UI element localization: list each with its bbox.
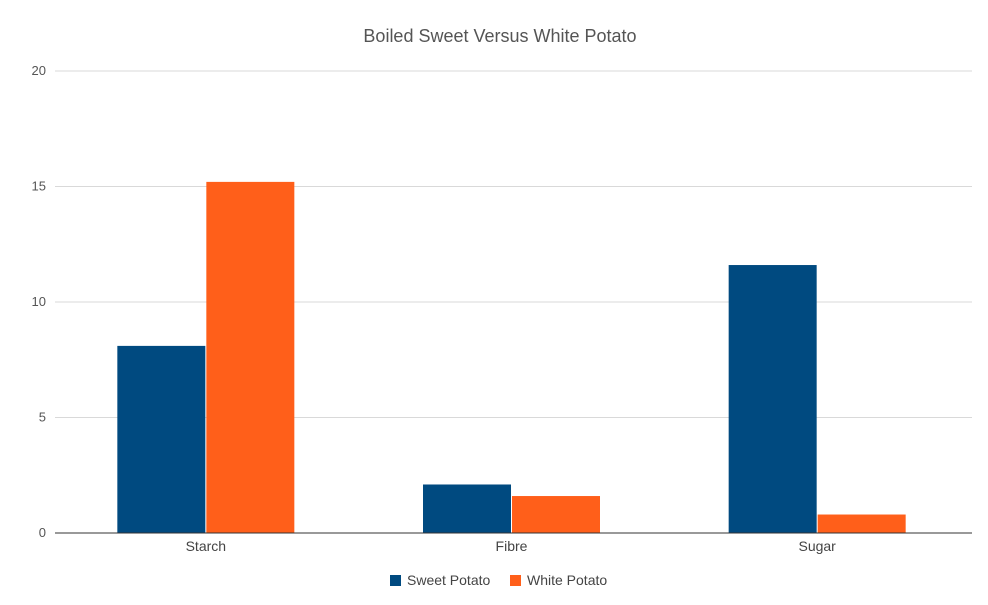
legend-label: Sweet Potato [407, 572, 490, 588]
legend-swatch [510, 575, 521, 586]
chart-title: Boiled Sweet Versus White Potato [363, 26, 636, 46]
bar-white-potato-fibre [512, 496, 600, 533]
y-tick-label: 0 [39, 525, 46, 540]
bar-sweet-potato-sugar [728, 265, 817, 533]
x-axis-categories: Starch Fibre Sugar [186, 538, 837, 554]
x-category-label: Fibre [496, 538, 528, 554]
legend: Sweet Potato White Potato [390, 572, 607, 588]
bar-sweet-potato-fibre [423, 484, 511, 533]
bar-white-potato-sugar [817, 514, 906, 533]
x-category-label: Sugar [798, 538, 836, 554]
y-tick-label: 20 [32, 63, 46, 78]
bar-sweet-potato-starch [117, 345, 206, 533]
bar-white-potato-starch [206, 181, 295, 533]
y-tick-label: 15 [32, 179, 46, 194]
bars [117, 181, 906, 533]
x-category-label: Starch [186, 538, 226, 554]
y-tick-label: 5 [39, 410, 46, 425]
y-tick-label: 10 [32, 294, 46, 309]
y-axis-ticks: 0 5 10 15 20 [32, 63, 46, 540]
legend-swatch [390, 575, 401, 586]
legend-label: White Potato [527, 572, 607, 588]
